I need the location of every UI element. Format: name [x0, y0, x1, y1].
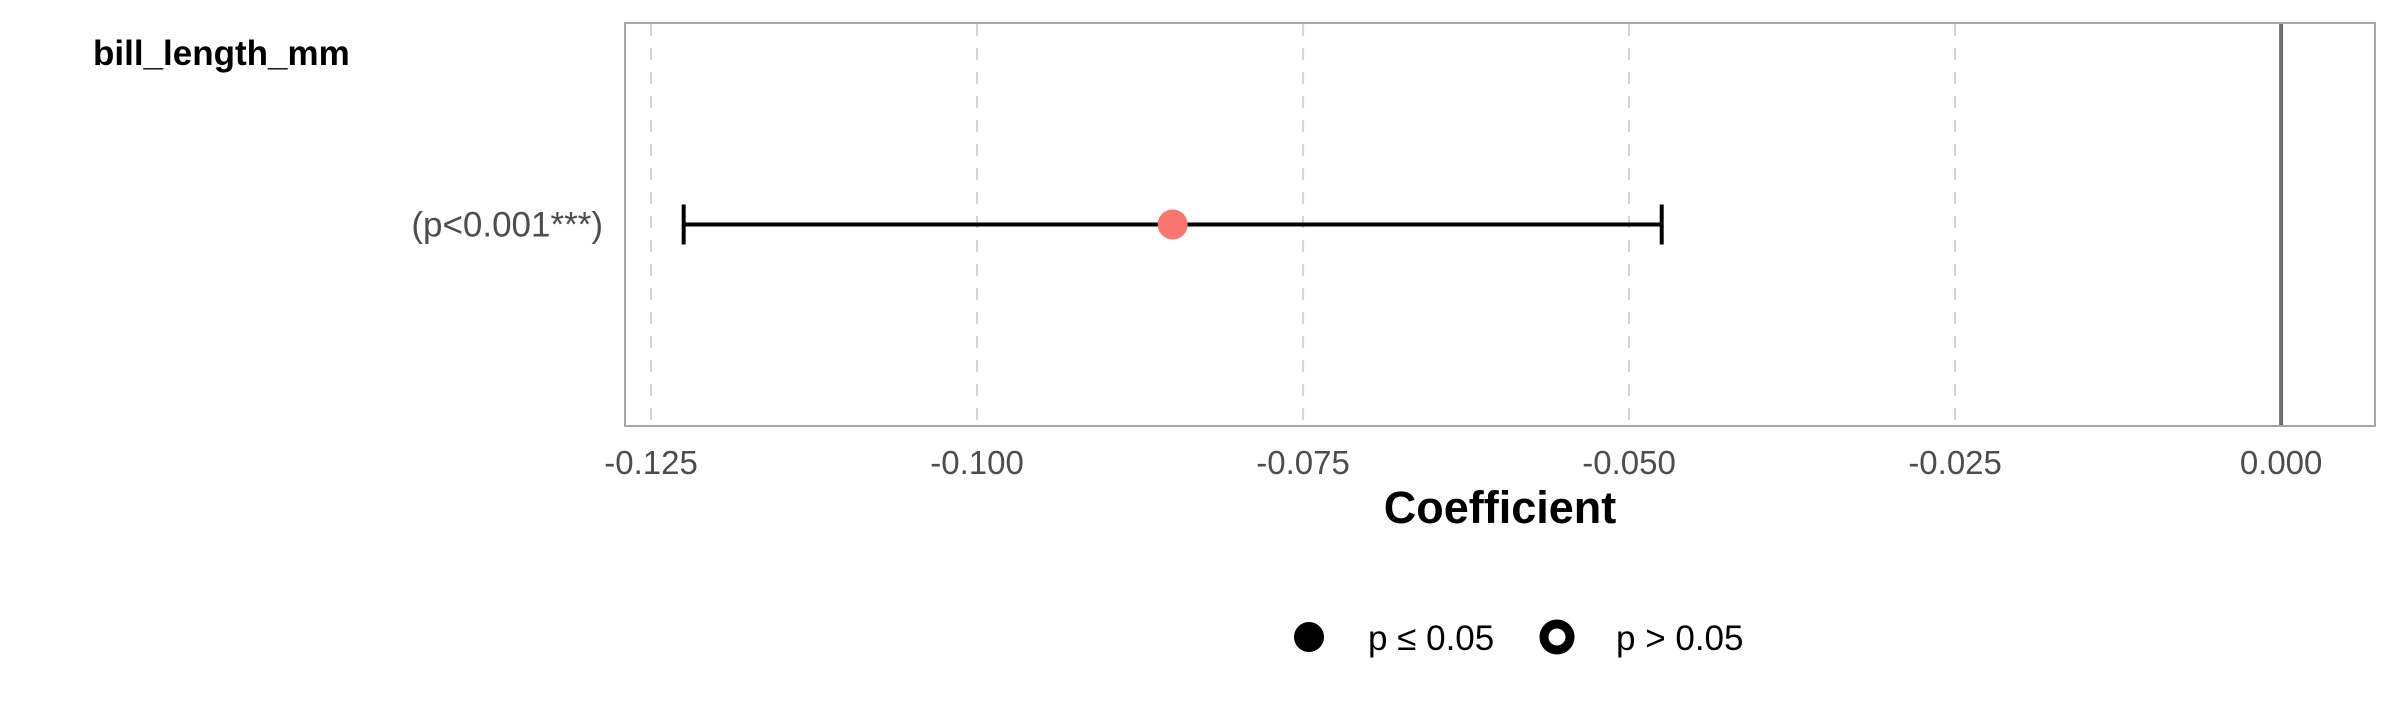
x-tick-label: -0.125 [604, 444, 698, 481]
x-tick-label: -0.075 [1256, 444, 1350, 481]
legend: p ≤ 0.05 p > 0.05 [1294, 619, 1743, 658]
legend-label-significant: p ≤ 0.05 [1368, 619, 1494, 658]
x-tick-label: -0.050 [1582, 444, 1676, 481]
legend-open-circle-icon [1539, 619, 1575, 655]
x-axis: -0.125 -0.100 -0.075 -0.050 -0.025 0.000 [604, 444, 2322, 481]
x-tick-label: -0.100 [930, 444, 1024, 481]
x-axis-title: Coefficient [1384, 482, 1617, 533]
term-label: (p<0.001***) [411, 206, 603, 245]
legend-label-not-significant: p > 0.05 [1616, 619, 1743, 658]
x-tick-label: -0.025 [1908, 444, 2002, 481]
legend-filled-circle-icon [1294, 622, 1324, 652]
group-label: bill_length_mm [93, 34, 350, 73]
estimate-point [1157, 209, 1188, 240]
x-tick-label: 0.000 [2240, 444, 2323, 481]
terms: (p<0.001***) [411, 204, 1664, 245]
